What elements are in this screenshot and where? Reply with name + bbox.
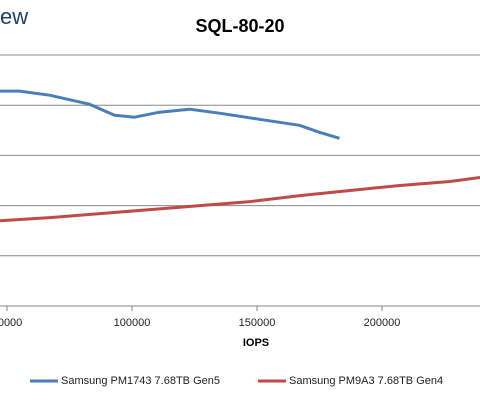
logo: ew: [0, 4, 28, 29]
x-tick-label: 100000: [114, 317, 151, 329]
series-line: [0, 89, 340, 140]
legend-label: Samsung PM1743 7.68TB Gen5: [61, 375, 220, 387]
x-tick-label: 50000: [0, 317, 22, 329]
x-tick-label: 200000: [364, 317, 401, 329]
chart-title: SQL-80-20: [195, 16, 284, 36]
series-line: [0, 176, 480, 223]
x-tick-label: 150000: [239, 317, 276, 329]
x-axis-label: IOPS: [243, 337, 269, 349]
legend-label: Samsung PM9A3 7.68TB Gen4: [289, 375, 443, 387]
